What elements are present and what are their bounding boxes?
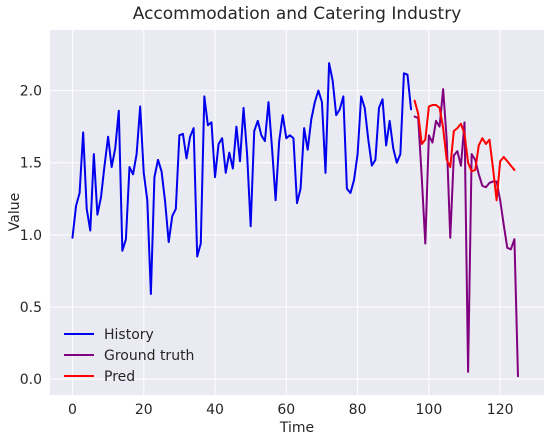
series-group (71, 62, 519, 378)
y-tick-labels: 0.0 0.5 1.0 1.5 2.0 (20, 84, 42, 389)
y-tick-label: 1.5 (20, 156, 42, 172)
series-line-pred (413, 99, 516, 202)
legend: History Ground truth Pred (64, 327, 194, 385)
legend-label-ground-truth: Ground truth (104, 348, 194, 364)
x-tick-label: 100 (416, 402, 443, 418)
x-tick-label: 20 (135, 402, 153, 418)
x-tick-label: 120 (487, 402, 514, 418)
legend-label-pred: Pred (104, 369, 135, 385)
y-tick-label: 0.5 (20, 300, 42, 316)
y-grid-lines (50, 90, 544, 380)
x-tick-label: 0 (68, 402, 77, 418)
y-tick-label: 1.0 (20, 228, 42, 244)
y-tick-label: 2.0 (20, 84, 42, 100)
series-line-history (71, 62, 413, 296)
y-tick-label: 0.0 (20, 372, 42, 388)
legend-label-history: History (104, 327, 154, 343)
x-tick-label: 80 (349, 402, 367, 418)
y-axis-label: Value (7, 193, 23, 231)
chart-title: Accommodation and Catering Industry (133, 4, 462, 24)
x-tick-labels: 0 20 40 60 80 100 120 (68, 402, 514, 418)
x-axis-label: Time (279, 420, 314, 436)
series-line-ground-truth (413, 88, 519, 378)
x-tick-label: 60 (277, 402, 295, 418)
x-tick-label: 40 (206, 402, 224, 418)
